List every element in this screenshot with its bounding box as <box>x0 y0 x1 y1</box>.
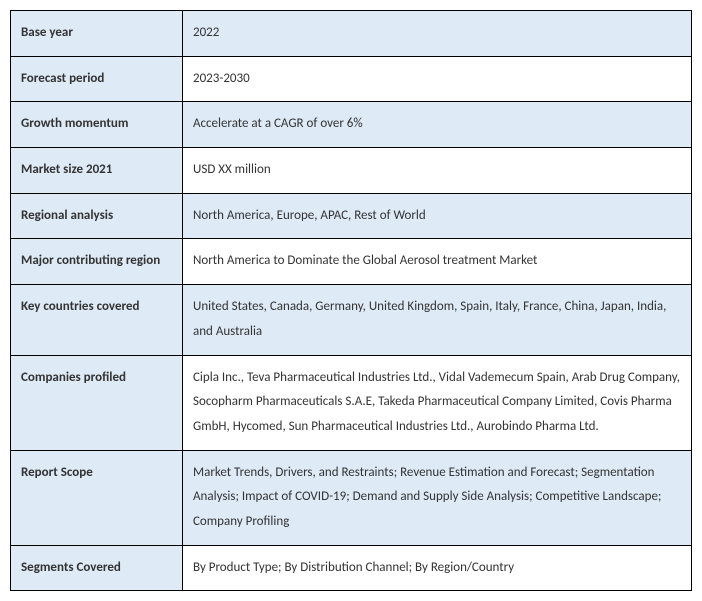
row-label: Segments Covered <box>11 545 183 591</box>
row-value: United States, Canada, Germany, United K… <box>183 285 692 355</box>
table-row: Segments Covered By Product Type; By Dis… <box>11 545 692 591</box>
table-row: Regional analysis North America, Europe,… <box>11 193 692 239</box>
table-row: Base year 2022 <box>11 11 692 57</box>
table-row: Major contributing region North America … <box>11 239 692 285</box>
table-row: Companies profiled Cipla Inc., Teva Phar… <box>11 355 692 450</box>
row-value: 2022 <box>183 11 692 57</box>
table-row: Report Scope Market Trends, Drivers, and… <box>11 450 692 545</box>
row-value: North America to Dominate the Global Aer… <box>183 239 692 285</box>
row-value: Market Trends, Drivers, and Restraints; … <box>183 450 692 545</box>
row-label: Report Scope <box>11 450 183 545</box>
report-summary-table: Base year 2022 Forecast period 2023-2030… <box>10 10 692 591</box>
row-label: Market size 2021 <box>11 148 183 194</box>
row-value: By Product Type; By Distribution Channel… <box>183 545 692 591</box>
row-value: USD XX million <box>183 148 692 194</box>
row-label: Companies profiled <box>11 355 183 450</box>
table-row: Forecast period 2023-2030 <box>11 56 692 102</box>
row-label: Forecast period <box>11 56 183 102</box>
row-label: Regional analysis <box>11 193 183 239</box>
table-row: Growth momentum Accelerate at a CAGR of … <box>11 102 692 148</box>
row-label: Growth momentum <box>11 102 183 148</box>
row-value: North America, Europe, APAC, Rest of Wor… <box>183 193 692 239</box>
row-label: Major contributing region <box>11 239 183 285</box>
row-label: Base year <box>11 11 183 57</box>
row-value: 2023-2030 <box>183 56 692 102</box>
row-value: Accelerate at a CAGR of over 6% <box>183 102 692 148</box>
table-row: Key countries covered United States, Can… <box>11 285 692 355</box>
row-label: Key countries covered <box>11 285 183 355</box>
row-value: Cipla Inc., Teva Pharmaceutical Industri… <box>183 355 692 450</box>
table-row: Market size 2021 USD XX million <box>11 148 692 194</box>
